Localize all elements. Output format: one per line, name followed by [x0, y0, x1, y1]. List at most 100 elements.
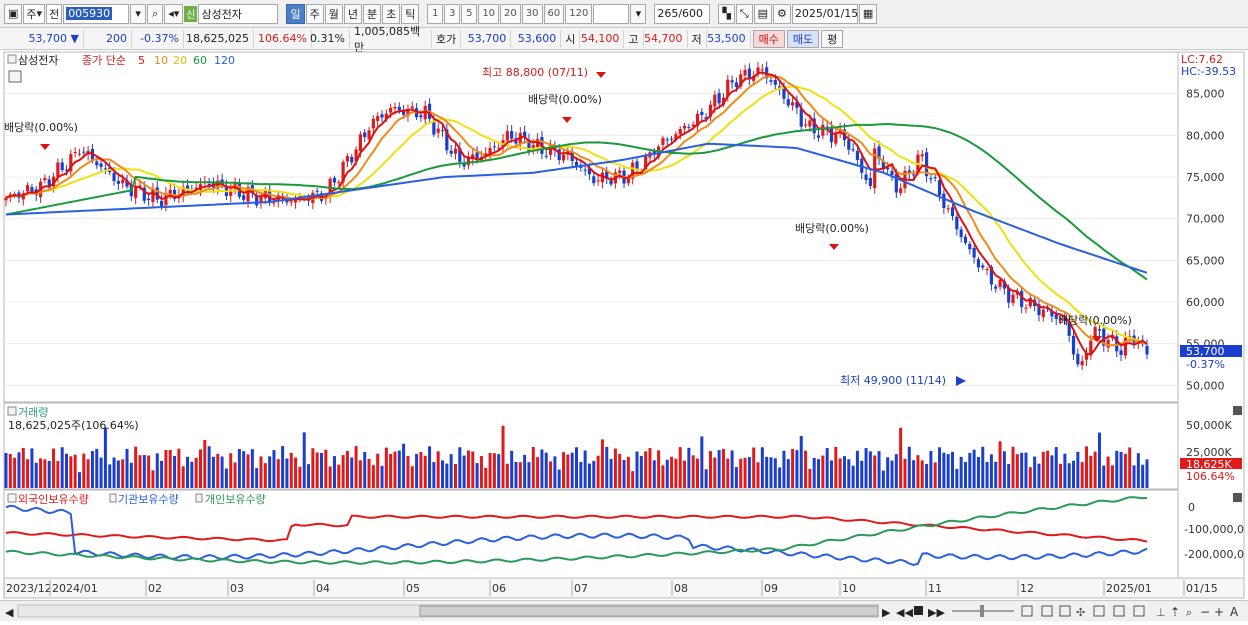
layout-icon[interactable]	[1113, 605, 1125, 617]
interval-3[interactable]: 3	[444, 3, 461, 24]
layout-icon[interactable]	[1021, 605, 1033, 617]
gear-icon[interactable]: ⚙	[773, 3, 791, 24]
buy-button[interactable]: 매수	[752, 29, 785, 48]
candle-body	[907, 170, 911, 174]
volume-bar	[164, 449, 168, 488]
period-minute[interactable]: 분	[362, 3, 382, 24]
save-icon[interactable]: ▤	[753, 3, 773, 24]
candle-body	[332, 177, 337, 183]
volume-bar	[47, 460, 51, 488]
candle-body	[834, 134, 838, 144]
candle-body	[873, 148, 877, 189]
volume-bar	[358, 460, 362, 488]
crosshair-icon[interactable]: ✣	[1076, 606, 1085, 619]
volume-checkbox[interactable]	[7, 406, 17, 416]
candle-body	[423, 105, 427, 120]
candle-body	[272, 202, 276, 204]
scope-select[interactable]: 전	[46, 3, 63, 24]
zoom-out-icon[interactable]: −	[1200, 605, 1210, 619]
zoom-slider-handle[interactable]	[980, 605, 984, 617]
candle-body	[255, 195, 259, 206]
scrollbar-thumb[interactable]	[419, 605, 879, 617]
candle-body	[929, 178, 933, 180]
count-field[interactable]: 265/600	[654, 3, 711, 24]
stock-name-field[interactable]: 삼성전자	[198, 3, 279, 24]
volume-bar	[259, 456, 263, 488]
forward-icon[interactable]: ▶▶	[928, 606, 945, 619]
interval-10[interactable]: 10	[478, 3, 500, 24]
grid-toggle-icon[interactable]	[8, 70, 22, 83]
scroll-left-icon[interactable]: ◀	[5, 606, 14, 619]
window-icon[interactable]: ▣	[4, 3, 23, 24]
font-size-icon[interactable]: A	[1230, 605, 1239, 619]
stock-code-input[interactable]: 005930	[63, 3, 130, 24]
period-year[interactable]: 년	[343, 3, 362, 24]
scroll-right-icon[interactable]: ▶	[882, 606, 891, 619]
institution-checkbox[interactable]	[109, 493, 117, 503]
chart-tool-icon[interactable]: ⤡	[735, 3, 753, 24]
eval-button[interactable]: 평	[821, 29, 844, 48]
volume-bar	[1046, 450, 1050, 488]
interval-120[interactable]: 120	[565, 3, 593, 24]
interval-30[interactable]: 30	[521, 3, 543, 24]
overlay-icon[interactable]: ▚	[718, 3, 735, 24]
volume-bar	[350, 457, 354, 488]
candle-body	[246, 187, 250, 202]
candle-body	[30, 187, 34, 192]
layout-icon[interactable]	[1041, 605, 1053, 617]
pin-icon[interactable]: ⊥	[1156, 606, 1166, 619]
cursor-icon[interactable]: ⇡	[1170, 605, 1180, 619]
volume-bar	[341, 455, 345, 488]
candle-body	[1067, 321, 1071, 336]
chevron-down-icon[interactable]: ▾	[130, 3, 147, 24]
candle-body	[959, 229, 963, 238]
holding-checkbox[interactable]	[7, 493, 17, 503]
layout-icon[interactable]	[1093, 605, 1105, 617]
sell-button[interactable]: 매도	[786, 29, 820, 48]
volume-bar	[428, 446, 432, 488]
volume-bar	[566, 454, 570, 488]
price-tick-label: 60,000	[1186, 296, 1225, 309]
date-field[interactable]: 2025/01/15	[791, 3, 858, 24]
period-month[interactable]: 월	[324, 3, 343, 24]
volume-bar	[99, 457, 103, 488]
speaker-icon[interactable]: ◂▾	[164, 3, 184, 24]
candle-body	[293, 198, 298, 203]
calendar-icon[interactable]: ▦	[858, 3, 878, 24]
volume-bar	[242, 451, 246, 488]
interval-5[interactable]: 5	[461, 3, 478, 24]
stop-icon[interactable]	[914, 606, 923, 615]
period-tick[interactable]: 틱	[401, 3, 420, 24]
turnover-percent: 0.31%	[310, 29, 350, 48]
stock-chart[interactable]: 최고 88,800 (07/11) 최저 49,900 (11/14) 배당락(0.…	[0, 50, 1248, 600]
volume-bar	[186, 456, 190, 488]
zoom-in-icon[interactable]: +	[1214, 605, 1224, 619]
candle-body	[682, 125, 687, 129]
volume-bar	[125, 448, 129, 488]
period-week[interactable]: 주	[305, 3, 324, 24]
rewind-icon[interactable]: ◀◀	[896, 606, 913, 619]
volume-bar	[8, 454, 12, 488]
candle-body	[829, 127, 834, 143]
period-day[interactable]: 일	[286, 3, 305, 24]
layout-icon[interactable]	[1133, 605, 1145, 617]
close-icon[interactable]	[1233, 406, 1242, 415]
market-select[interactable]: 주 ▾	[23, 3, 46, 24]
search-icon[interactable]: ⌕	[147, 3, 164, 24]
chevron-down-icon[interactable]: ▾	[630, 3, 647, 24]
close-icon[interactable]	[1233, 493, 1242, 502]
interval-20[interactable]: 20	[500, 3, 521, 24]
candle-body	[756, 67, 760, 75]
interval-60[interactable]: 60	[543, 3, 565, 24]
search-icon[interactable]: ⌕	[1186, 606, 1192, 619]
interval-input[interactable]	[593, 3, 630, 24]
individual-checkbox[interactable]	[195, 493, 203, 503]
price-tick-label: 80,000	[1186, 129, 1225, 142]
layout-icon[interactable]	[1059, 605, 1071, 617]
candle-body	[734, 82, 739, 87]
period-second[interactable]: 초	[382, 3, 401, 24]
legend-checkbox[interactable]	[7, 54, 17, 64]
volume-bar	[691, 455, 695, 488]
volume-bar	[799, 436, 803, 488]
interval-1[interactable]: 1	[427, 3, 444, 24]
